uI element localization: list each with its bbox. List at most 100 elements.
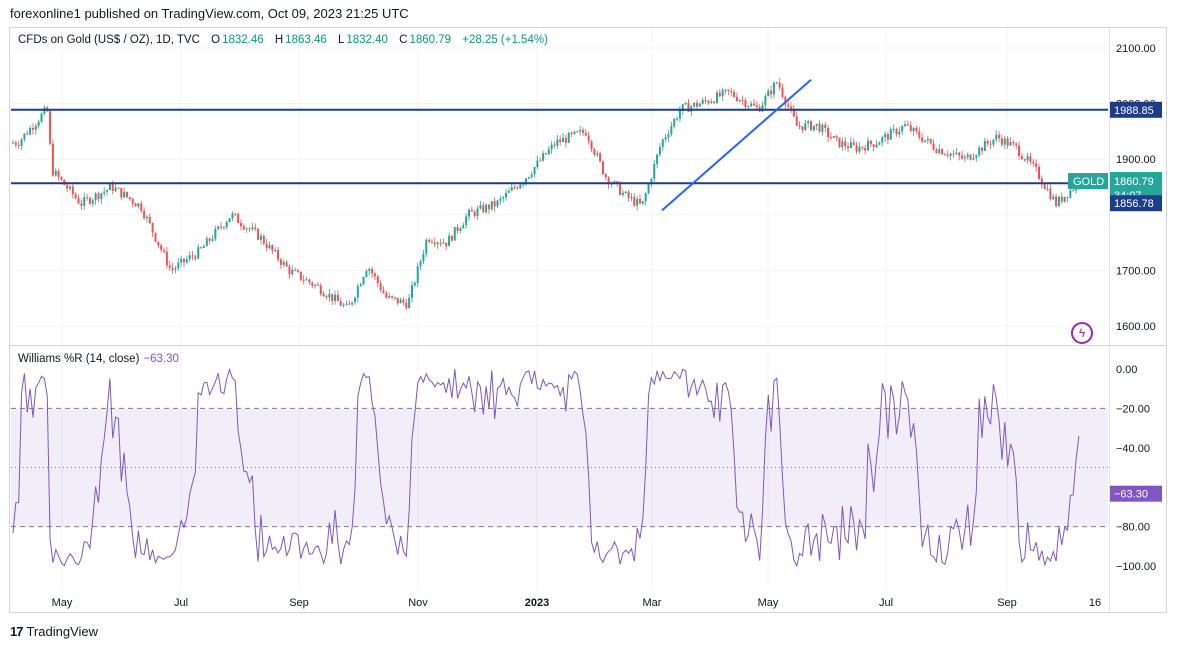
candle-body — [827, 128, 830, 138]
candle-body — [992, 139, 995, 145]
candle-body — [171, 267, 174, 270]
candle-body — [208, 238, 211, 241]
candle-body — [787, 104, 790, 107]
candle-body — [331, 293, 334, 301]
trend-line — [661, 78, 812, 212]
candle-body — [889, 129, 892, 140]
low-value: 1832.40 — [346, 34, 388, 46]
candle-body — [94, 193, 97, 201]
candle-body — [359, 284, 362, 287]
candle-body — [795, 116, 798, 126]
lightning-icon[interactable]: ϟ — [1071, 322, 1093, 344]
candle-body — [926, 138, 929, 141]
candle-body — [835, 135, 838, 138]
candle-body — [995, 134, 998, 140]
candle-body — [131, 199, 134, 204]
candle-body — [411, 285, 413, 298]
symbol-description[interactable]: CFDs on Gold (US$ / OZ), 1D, TVC — [18, 34, 200, 46]
candle-body — [513, 187, 516, 189]
pane-divider[interactable] — [10, 345, 1166, 346]
candle-body — [183, 258, 185, 263]
candle-body — [516, 187, 519, 189]
price-legend: CFDs on Gold (US$ / OZ), 1D, TVC O 1832.4… — [18, 34, 550, 46]
candle-body — [151, 223, 154, 233]
candle-body — [519, 184, 522, 189]
candle-body — [958, 152, 961, 156]
candle-body — [1066, 196, 1069, 198]
candle-body — [750, 103, 753, 107]
candle-body — [741, 100, 744, 102]
candle-body — [1072, 190, 1075, 192]
candle-body — [373, 273, 376, 277]
candle-body — [684, 102, 687, 105]
candle-body — [841, 141, 844, 148]
candle-body — [693, 102, 696, 107]
candle-body — [419, 261, 422, 267]
candle-body — [713, 101, 716, 103]
candle-body — [26, 133, 29, 135]
candle-body — [647, 184, 650, 194]
candle-body — [74, 194, 77, 199]
candle-body — [362, 277, 365, 285]
candle-body — [168, 265, 171, 268]
candles — [12, 78, 1080, 311]
candle-body — [704, 99, 707, 102]
williams-r-line — [12, 367, 1080, 568]
candle-body — [755, 105, 758, 108]
candle-body — [413, 282, 416, 286]
candle-body — [445, 242, 448, 247]
candle-body — [240, 223, 242, 227]
candle-body — [1038, 166, 1040, 179]
candle-body — [744, 100, 747, 107]
candle-body — [969, 154, 972, 160]
candle-body — [448, 235, 451, 247]
candle-body — [128, 197, 131, 200]
candle-body — [308, 279, 311, 283]
candle-body — [148, 216, 151, 224]
candle-body — [496, 200, 499, 207]
candle-body — [975, 155, 978, 158]
candle-body — [1052, 196, 1055, 200]
candle-body — [505, 192, 508, 198]
brand-name: TradingView — [26, 624, 99, 639]
candle-body — [117, 187, 120, 189]
candle-body — [525, 178, 527, 183]
candle-body — [1043, 184, 1046, 190]
candle-body — [191, 255, 194, 257]
level-price-label-bg — [1110, 101, 1162, 118]
candle-body — [981, 147, 983, 152]
candle-body — [465, 216, 468, 226]
candle-body — [733, 91, 736, 97]
candle-body — [140, 203, 143, 211]
candle-body — [222, 227, 225, 229]
candle-body — [986, 141, 989, 144]
candle-body — [234, 213, 237, 215]
candle-body — [60, 176, 63, 180]
candle-body — [282, 261, 285, 265]
candle-body — [51, 143, 54, 176]
candle-body — [1003, 138, 1006, 145]
published-by: forexonline1 published on TradingView.co… — [10, 6, 409, 21]
candle-body — [656, 154, 659, 164]
candle-body — [228, 218, 231, 223]
candle-body — [901, 126, 904, 132]
candle-body — [616, 181, 619, 184]
candle-body — [596, 153, 599, 155]
candle-body — [630, 197, 633, 199]
candle-body — [257, 228, 260, 240]
candle-body — [810, 121, 812, 131]
candle-body — [929, 138, 932, 144]
candle-body — [912, 127, 915, 132]
candle-body — [599, 153, 602, 162]
candle-body — [653, 163, 656, 179]
candle-body — [556, 139, 559, 146]
tradingview-logo-icon: 17 — [10, 624, 24, 639]
change-value: +28.25 (+1.54%) — [462, 34, 548, 46]
candle-body — [790, 106, 793, 109]
open-label: O — [211, 34, 221, 46]
candle-body — [1040, 178, 1043, 185]
candle-body — [334, 294, 337, 301]
indicator-legend[interactable]: Williams %R (14, close) −63.30 — [18, 353, 179, 365]
candle-body — [134, 203, 137, 207]
